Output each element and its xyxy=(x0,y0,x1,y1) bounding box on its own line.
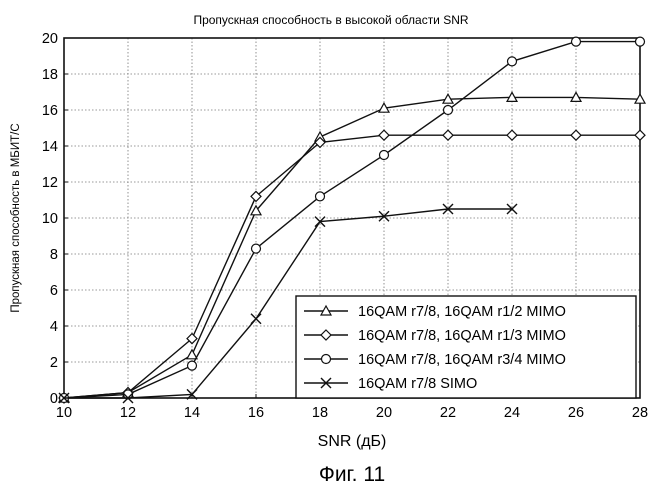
y-tick-label: 2 xyxy=(50,355,58,371)
y-tick-label: 16 xyxy=(42,103,58,119)
series-4 xyxy=(58,203,518,404)
circle-marker xyxy=(506,56,518,67)
x-marker-stroke xyxy=(320,377,332,389)
series-layer xyxy=(57,36,647,404)
x-tick-label: 14 xyxy=(184,405,200,421)
legend-item: 16QAM r7/8 SIMO xyxy=(304,376,477,392)
circle-marker xyxy=(186,360,198,371)
x-marker xyxy=(122,392,134,404)
x-tick-label: 16 xyxy=(248,405,264,421)
x-marker-stroke xyxy=(506,203,518,215)
x-marker xyxy=(506,203,518,215)
legend-item: 16QAM r7/8, 16QAM r1/3 MIMO xyxy=(304,328,566,344)
y-tick-label: 18 xyxy=(42,67,58,83)
triangle-marker xyxy=(633,92,647,104)
x-marker-stroke xyxy=(58,392,70,404)
x-tick-label: 28 xyxy=(632,405,648,421)
x-tick-label: 24 xyxy=(504,405,520,421)
y-tick-label: 6 xyxy=(50,283,58,299)
circle-marker xyxy=(320,353,332,365)
grid-lines xyxy=(64,38,640,398)
circle-marker xyxy=(250,243,262,254)
x-tick-label: 10 xyxy=(56,405,72,421)
x-marker-stroke xyxy=(314,216,326,228)
y-tick-label: 14 xyxy=(42,139,58,155)
legend-item: 16QAM r7/8, 16QAM r1/2 MIMO xyxy=(304,304,566,320)
x-tick-label: 26 xyxy=(568,405,584,421)
diamond-marker xyxy=(378,129,390,142)
x-tick-label: 12 xyxy=(120,405,136,421)
diamond-marker xyxy=(442,129,454,142)
x-marker-stroke xyxy=(186,388,198,400)
series-line xyxy=(63,40,640,399)
legend-label: 16QAM r7/8 SIMO xyxy=(358,376,477,392)
circle-marker xyxy=(378,149,390,161)
triangle-marker xyxy=(185,348,199,360)
x-ticks: 10 12 14 16 18 20 22 24 26 28 xyxy=(56,394,648,421)
x-tick-label: 22 xyxy=(440,405,456,421)
x-marker xyxy=(442,203,454,215)
legend-label: 16QAM r7/8, 16QAM r3/4 MIMO xyxy=(358,352,566,368)
y-ticks: 0 2 4 6 8 10 12 14 16 18 20 xyxy=(42,31,68,407)
legend-item: 16QAM r7/8, 16QAM r3/4 MIMO xyxy=(304,352,566,368)
y-tick-label: 4 xyxy=(50,319,58,335)
x-tick-label: 20 xyxy=(376,405,392,421)
diamond-marker xyxy=(314,136,326,149)
triangle-marker xyxy=(319,304,333,316)
x-marker xyxy=(320,377,332,389)
y-tick-label: 20 xyxy=(42,31,58,47)
y-tick-label: 12 xyxy=(42,175,58,191)
x-marker-stroke xyxy=(378,210,390,222)
triangle-marker xyxy=(441,92,455,104)
x-marker-stroke xyxy=(250,313,262,325)
diamond-marker xyxy=(634,129,646,142)
y-tick-label: 10 xyxy=(42,211,58,227)
y-axis-label: Пропускная способность в МБИТ/С xyxy=(10,123,22,312)
triangle-marker xyxy=(377,101,391,113)
figure-caption: Фиг. 11 xyxy=(319,463,385,486)
triangle-marker xyxy=(569,91,583,103)
triangle-marker xyxy=(505,91,519,103)
diamond-marker xyxy=(506,129,518,142)
x-tick-label: 18 xyxy=(312,405,328,421)
x-marker xyxy=(58,392,70,404)
x-marker-stroke xyxy=(442,203,454,215)
series-line xyxy=(64,208,512,399)
legend: 16QAM r7/8, 16QAM r1/2 MIMO 16QAM r7/8, 1… xyxy=(295,295,637,399)
diamond-marker xyxy=(250,190,262,203)
diamond-marker xyxy=(570,129,582,142)
y-tick-label: 0 xyxy=(50,391,58,407)
x-marker-stroke xyxy=(122,392,134,404)
legend-label: 16QAM r7/8, 16QAM r1/3 MIMO xyxy=(358,328,566,344)
legend-box xyxy=(295,295,637,399)
chart-title: Пропускная способность в высокой области… xyxy=(193,13,468,27)
x-axis-label: SNR (дБ) xyxy=(318,433,387,450)
x-marker xyxy=(250,313,262,325)
circle-marker xyxy=(570,36,582,47)
circle-marker xyxy=(442,104,454,116)
diamond-marker xyxy=(320,329,332,341)
x-marker xyxy=(378,210,390,222)
diamond-marker xyxy=(186,332,198,345)
series-line xyxy=(63,134,640,399)
circle-marker xyxy=(314,191,326,202)
y-tick-label: 8 xyxy=(50,247,58,263)
series-line xyxy=(63,96,641,399)
x-marker xyxy=(186,388,198,400)
circle-marker xyxy=(634,36,646,47)
legend-label: 16QAM r7/8, 16QAM r1/2 MIMO xyxy=(358,304,566,320)
x-marker xyxy=(314,216,326,228)
triangle-marker xyxy=(249,204,263,216)
